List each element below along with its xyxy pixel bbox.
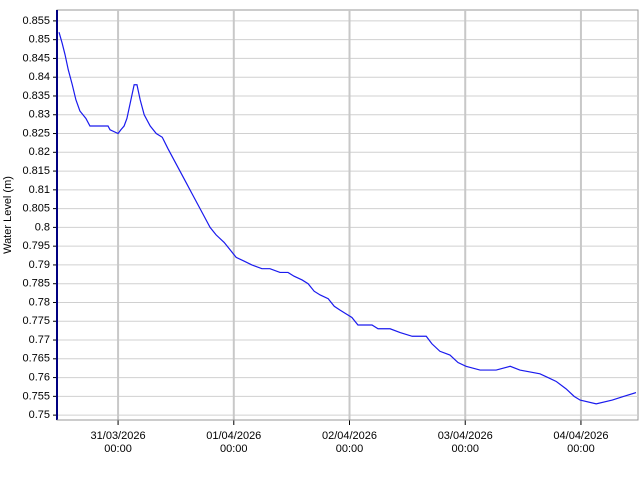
y-tick-label: 0.85 <box>29 34 50 46</box>
y-tick-label: 0.83 <box>29 109 50 121</box>
y-tick-label: 0.775 <box>22 315 50 327</box>
y-tick-label: 0.785 <box>22 278 50 290</box>
x-tick-label: 31/03/2026 00:00 <box>90 430 146 455</box>
y-tick-label: 0.81 <box>29 184 50 196</box>
y-tick-label: 0.8 <box>35 221 50 233</box>
y-tick-label: 0.825 <box>22 127 50 139</box>
y-tick-label: 0.845 <box>22 52 50 64</box>
y-tick-label: 0.79 <box>29 259 50 271</box>
y-axis-label: Water Level (m) <box>2 176 14 254</box>
data-line <box>58 31 637 405</box>
plot-area <box>56 9 639 421</box>
y-tick-label: 0.835 <box>22 90 50 102</box>
x-tick-label: 01/04/2026 00:00 <box>206 430 262 455</box>
y-tick-label: 0.76 <box>29 371 50 383</box>
y-tick-label: 0.805 <box>22 203 50 215</box>
y-tick-label: 0.795 <box>22 240 50 252</box>
x-tick-label: 02/04/2026 00:00 <box>321 430 378 455</box>
y-tick-label: 0.82 <box>29 146 50 158</box>
y-tick-label: 0.75 <box>29 409 50 421</box>
y-tick-label: 0.765 <box>22 353 50 365</box>
x-tick-label: 03/04/2026 00:00 <box>437 430 493 455</box>
y-tick-label: 0.78 <box>29 296 50 308</box>
y-tick-label: 0.815 <box>22 165 50 177</box>
y-tick-label: 0.855 <box>22 15 50 27</box>
y-tick-label: 0.84 <box>29 71 50 83</box>
y-tick-label: 0.77 <box>29 334 50 346</box>
y-tick-label: 0.755 <box>22 390 50 402</box>
x-tick-label: 04/04/2026 00:00 <box>553 430 609 455</box>
